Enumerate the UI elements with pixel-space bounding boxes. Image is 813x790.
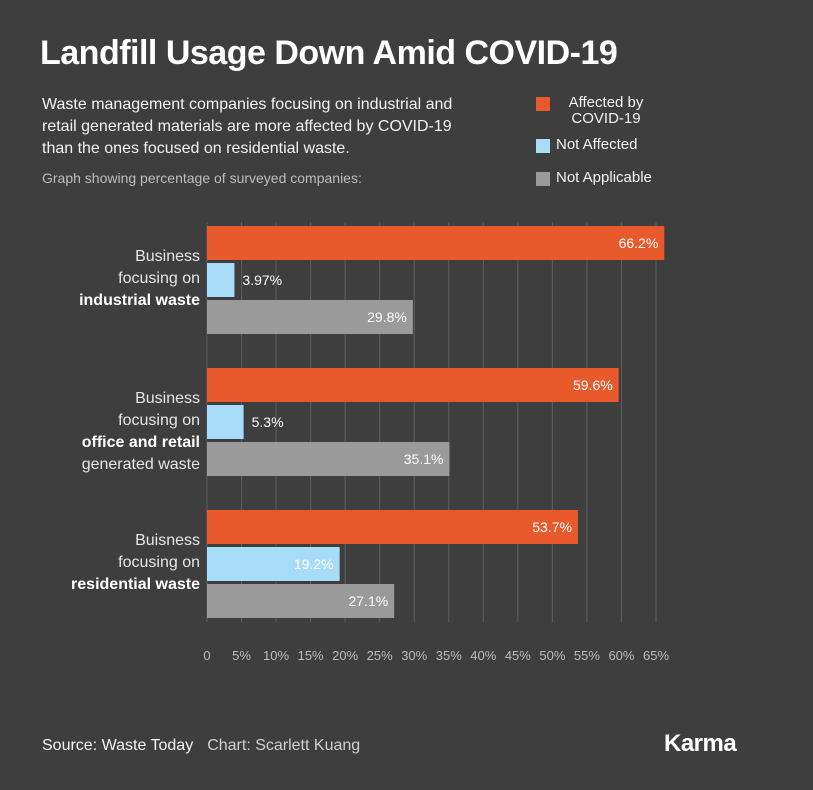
data-label: 29.8% bbox=[367, 309, 407, 325]
category-label-line: Business bbox=[135, 390, 200, 407]
category-label-bold: office and retail bbox=[81, 434, 200, 451]
x-tick-label: 25% bbox=[367, 648, 393, 663]
x-tick-label: 60% bbox=[608, 648, 634, 663]
x-tick-label: 50% bbox=[539, 648, 565, 663]
source-text: Source: Waste Today bbox=[42, 737, 194, 754]
data-label: 66.2% bbox=[619, 235, 659, 251]
legend-item-affected: Affected by COVID-19 bbox=[536, 95, 656, 127]
subtitle-line: than the ones focused on residential was… bbox=[42, 140, 350, 157]
data-label: 5.3% bbox=[252, 414, 284, 430]
x-tick-label: 55% bbox=[574, 648, 600, 663]
x-tick-label: 15% bbox=[298, 648, 324, 663]
bar bbox=[207, 263, 235, 297]
category-label-bold: industrial waste bbox=[79, 292, 200, 309]
legend-item-not-affected: Not Affected bbox=[536, 137, 671, 153]
bar bbox=[207, 510, 578, 544]
data-label: 53.7% bbox=[532, 519, 572, 535]
x-tick-label: 5% bbox=[232, 648, 251, 663]
x-tick-label: 65% bbox=[643, 648, 669, 663]
legend-swatch bbox=[536, 139, 550, 153]
x-tick-label: 0 bbox=[203, 648, 210, 663]
data-label: 27.1% bbox=[348, 593, 388, 609]
category-label-bold: residential waste bbox=[71, 576, 200, 593]
legend-swatch bbox=[536, 97, 550, 111]
category-label-line: Business bbox=[135, 248, 200, 265]
legend-item-not-applicable: Not Applicable bbox=[536, 170, 671, 186]
x-tick-label: 30% bbox=[401, 648, 427, 663]
bar bbox=[207, 405, 244, 439]
bar bbox=[207, 584, 395, 618]
chart-title: Landfill Usage Down Amid COVID-19 bbox=[40, 34, 618, 72]
x-tick-label: 45% bbox=[505, 648, 531, 663]
category-label-industrial: Business focusing on industrial waste bbox=[0, 246, 200, 312]
bar bbox=[207, 442, 450, 476]
subtitle-line: Waste management companies focusing on i… bbox=[42, 96, 453, 113]
category-label-line: focusing on bbox=[118, 412, 200, 429]
legend-label: Not Affected bbox=[556, 136, 638, 153]
chart-note: Graph showing percentage of surveyed com… bbox=[42, 170, 362, 186]
category-label-line: focusing on bbox=[118, 554, 200, 571]
karma-logo: Karma bbox=[664, 730, 737, 757]
bar bbox=[207, 300, 413, 334]
bar bbox=[207, 547, 340, 581]
bar bbox=[207, 226, 665, 260]
x-tick-label: 40% bbox=[470, 648, 496, 663]
category-label-residential: Buisness focusing on residential waste bbox=[0, 530, 200, 596]
legend-label: Affected by COVID-19 bbox=[568, 94, 644, 127]
legend-swatch bbox=[536, 172, 550, 186]
data-label: 35.1% bbox=[404, 451, 444, 467]
category-label-line: generated waste bbox=[81, 456, 200, 473]
bar bbox=[207, 368, 619, 402]
category-label-line: Buisness bbox=[135, 532, 200, 549]
data-label: 3.97% bbox=[242, 272, 282, 288]
x-tick-label: 35% bbox=[436, 648, 462, 663]
x-tick-label: 10% bbox=[263, 648, 289, 663]
subtitle-line: retail generated materials are more affe… bbox=[42, 118, 452, 135]
category-label-office-retail: Business focusing on office and retail g… bbox=[0, 388, 200, 476]
credit-text: Chart: Scarlett Kuang bbox=[207, 737, 361, 754]
data-label: 19.2% bbox=[294, 556, 334, 572]
legend-label: Not Applicable bbox=[556, 169, 652, 186]
x-tick-label: 20% bbox=[332, 648, 358, 663]
category-label-line: focusing on bbox=[118, 270, 200, 287]
chart-footer: Source: Waste Today Chart: Scarlett Kuang bbox=[42, 737, 360, 755]
data-label: 59.6% bbox=[573, 377, 613, 393]
chart-subtitle: Waste management companies focusing on i… bbox=[42, 94, 532, 160]
